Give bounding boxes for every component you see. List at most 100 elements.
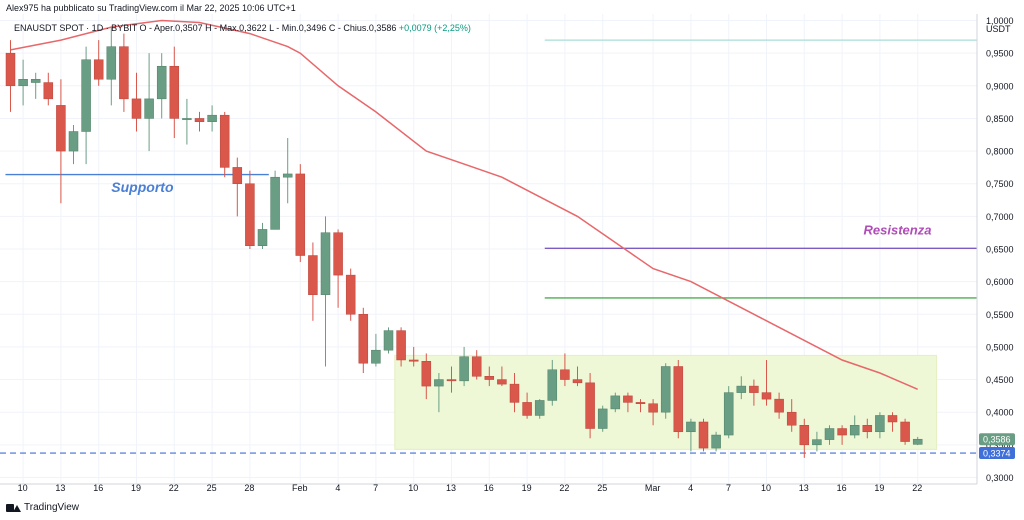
candle[interactable] bbox=[887, 415, 898, 423]
candle[interactable] bbox=[18, 79, 28, 87]
candle[interactable] bbox=[597, 408, 608, 429]
candle[interactable] bbox=[194, 118, 205, 122]
candle[interactable] bbox=[144, 98, 154, 119]
candle[interactable] bbox=[396, 330, 406, 361]
candle[interactable] bbox=[623, 395, 633, 403]
publisher-caption: Alex975 ha pubblicato su TradingView.com… bbox=[6, 3, 296, 13]
candle[interactable] bbox=[282, 173, 293, 178]
candle[interactable] bbox=[560, 369, 570, 380]
last-price-tag: 0,3586 bbox=[983, 435, 1011, 445]
candle[interactable] bbox=[761, 392, 772, 400]
candle[interactable] bbox=[572, 379, 583, 384]
candle[interactable] bbox=[786, 411, 797, 426]
candle[interactable] bbox=[736, 385, 747, 393]
x-tick-label: 25 bbox=[207, 483, 217, 493]
candle[interactable] bbox=[421, 361, 432, 387]
candle[interactable] bbox=[799, 425, 810, 446]
x-tick-label: 16 bbox=[837, 483, 847, 493]
candle[interactable] bbox=[446, 379, 457, 382]
candle[interactable] bbox=[711, 434, 721, 449]
x-tick-label: 22 bbox=[169, 483, 179, 493]
candle[interactable] bbox=[434, 379, 444, 387]
price-change: +0,0079 (+2,25%) bbox=[398, 23, 471, 33]
x-tick-label: 4 bbox=[335, 483, 340, 493]
candle[interactable] bbox=[534, 400, 545, 416]
candle[interactable] bbox=[497, 379, 507, 385]
candle[interactable] bbox=[686, 421, 696, 433]
candle[interactable] bbox=[207, 114, 217, 122]
candle[interactable] bbox=[257, 229, 268, 246]
currency-label: USDT bbox=[986, 24, 1011, 34]
candle[interactable] bbox=[522, 402, 532, 416]
candle[interactable] bbox=[182, 118, 192, 120]
candle[interactable] bbox=[824, 428, 835, 440]
candle[interactable] bbox=[484, 376, 495, 380]
candle[interactable] bbox=[660, 366, 671, 413]
candle[interactable] bbox=[345, 274, 356, 315]
moving-average-line[interactable] bbox=[10, 19, 918, 390]
candle[interactable] bbox=[471, 356, 482, 377]
candle[interactable] bbox=[837, 428, 847, 436]
y-tick-label: 0,7500 bbox=[986, 179, 1014, 189]
candle[interactable] bbox=[459, 356, 469, 382]
candle[interactable] bbox=[862, 425, 873, 433]
candle[interactable] bbox=[509, 383, 520, 403]
candle[interactable] bbox=[106, 46, 117, 80]
resistance-label: Resistenza bbox=[864, 223, 932, 238]
candle[interactable] bbox=[270, 176, 280, 230]
candle[interactable] bbox=[635, 402, 646, 404]
tradingview-footer[interactable]: TradingView bbox=[6, 502, 79, 513]
candle[interactable] bbox=[774, 398, 784, 413]
dashed-level-tag-bg bbox=[979, 447, 1015, 460]
candle[interactable] bbox=[698, 421, 709, 449]
candle[interactable] bbox=[68, 131, 79, 152]
x-tick-label: 10 bbox=[408, 483, 418, 493]
candle[interactable] bbox=[131, 98, 142, 119]
y-tick-label: 0,5500 bbox=[986, 310, 1014, 320]
candle[interactable] bbox=[56, 105, 66, 152]
candle[interactable] bbox=[673, 366, 684, 433]
candle[interactable] bbox=[30, 79, 41, 83]
last-price-tag-bg bbox=[979, 433, 1015, 446]
candle[interactable] bbox=[610, 395, 621, 410]
candle[interactable] bbox=[245, 183, 255, 246]
candle[interactable] bbox=[169, 65, 180, 119]
candle[interactable] bbox=[295, 173, 306, 256]
candle[interactable] bbox=[383, 330, 394, 351]
x-tick-label: 10 bbox=[761, 483, 771, 493]
dashed-level-tag: 0,3374 bbox=[983, 449, 1011, 459]
x-tick-label: 4 bbox=[688, 483, 693, 493]
candle[interactable] bbox=[648, 403, 658, 413]
candle[interactable] bbox=[723, 392, 734, 436]
candle[interactable] bbox=[812, 439, 822, 446]
candle[interactable] bbox=[749, 385, 759, 393]
candle[interactable] bbox=[93, 59, 104, 80]
candle[interactable] bbox=[5, 52, 16, 87]
candle[interactable] bbox=[875, 415, 885, 433]
y-tick-label: 0,7000 bbox=[986, 212, 1014, 222]
candle[interactable] bbox=[81, 59, 91, 132]
candle[interactable] bbox=[333, 232, 343, 276]
y-tick-label: 0,6000 bbox=[986, 277, 1014, 287]
candle[interactable] bbox=[585, 382, 595, 429]
candle[interactable] bbox=[371, 349, 381, 364]
x-tick-label: 7 bbox=[373, 483, 378, 493]
y-tick-label: 0,5000 bbox=[986, 342, 1014, 352]
candle[interactable] bbox=[900, 421, 910, 442]
candle[interactable] bbox=[358, 314, 369, 364]
candle[interactable] bbox=[219, 114, 230, 168]
candle[interactable] bbox=[308, 255, 318, 295]
candle[interactable] bbox=[232, 167, 243, 184]
y-tick-label: 0,8500 bbox=[986, 114, 1014, 124]
candle[interactable] bbox=[408, 359, 419, 362]
candle[interactable] bbox=[156, 65, 167, 100]
candle[interactable] bbox=[320, 232, 331, 295]
candle[interactable] bbox=[119, 46, 129, 100]
candle[interactable] bbox=[547, 369, 558, 401]
x-tick-label: 13 bbox=[55, 483, 65, 493]
candle[interactable] bbox=[849, 425, 860, 436]
candle[interactable] bbox=[43, 82, 54, 100]
symbol-name[interactable]: ENAUSDT SPOT · 1D · BYBIT bbox=[14, 23, 138, 33]
candle[interactable] bbox=[912, 438, 923, 445]
